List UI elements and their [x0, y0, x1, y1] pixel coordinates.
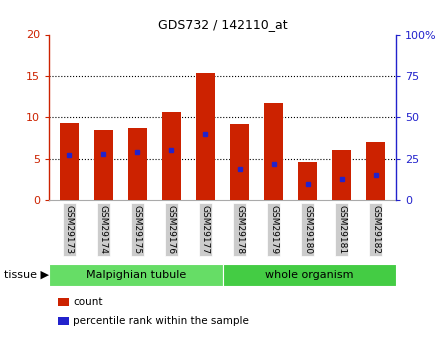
- Bar: [366, 142, 385, 200]
- Text: GSM29176: GSM29176: [167, 205, 176, 254]
- Text: GSM29178: GSM29178: [235, 205, 244, 254]
- Text: GSM29177: GSM29177: [201, 205, 210, 254]
- Bar: [60, 123, 79, 200]
- Text: whole organism: whole organism: [265, 270, 353, 280]
- Text: GSM29180: GSM29180: [303, 205, 312, 254]
- Bar: [332, 150, 351, 200]
- Bar: [128, 128, 147, 200]
- Bar: [94, 130, 113, 200]
- Bar: [230, 124, 249, 200]
- Bar: [298, 162, 317, 200]
- Text: GSM29174: GSM29174: [99, 205, 108, 254]
- Bar: [222, 264, 396, 286]
- Text: tissue ▶: tissue ▶: [4, 270, 49, 280]
- Text: GSM29173: GSM29173: [65, 205, 74, 254]
- Text: count: count: [73, 297, 103, 307]
- Bar: [196, 73, 215, 200]
- Text: GSM29181: GSM29181: [337, 205, 346, 254]
- Text: GSM29182: GSM29182: [371, 205, 380, 254]
- Bar: [162, 111, 181, 200]
- Text: GSM29175: GSM29175: [133, 205, 142, 254]
- Title: GDS732 / 142110_at: GDS732 / 142110_at: [158, 18, 287, 31]
- Bar: [49, 264, 222, 286]
- Text: Malpighian tubule: Malpighian tubule: [85, 270, 186, 280]
- Text: percentile rank within the sample: percentile rank within the sample: [73, 316, 249, 326]
- Bar: [264, 103, 283, 200]
- Text: GSM29179: GSM29179: [269, 205, 278, 254]
